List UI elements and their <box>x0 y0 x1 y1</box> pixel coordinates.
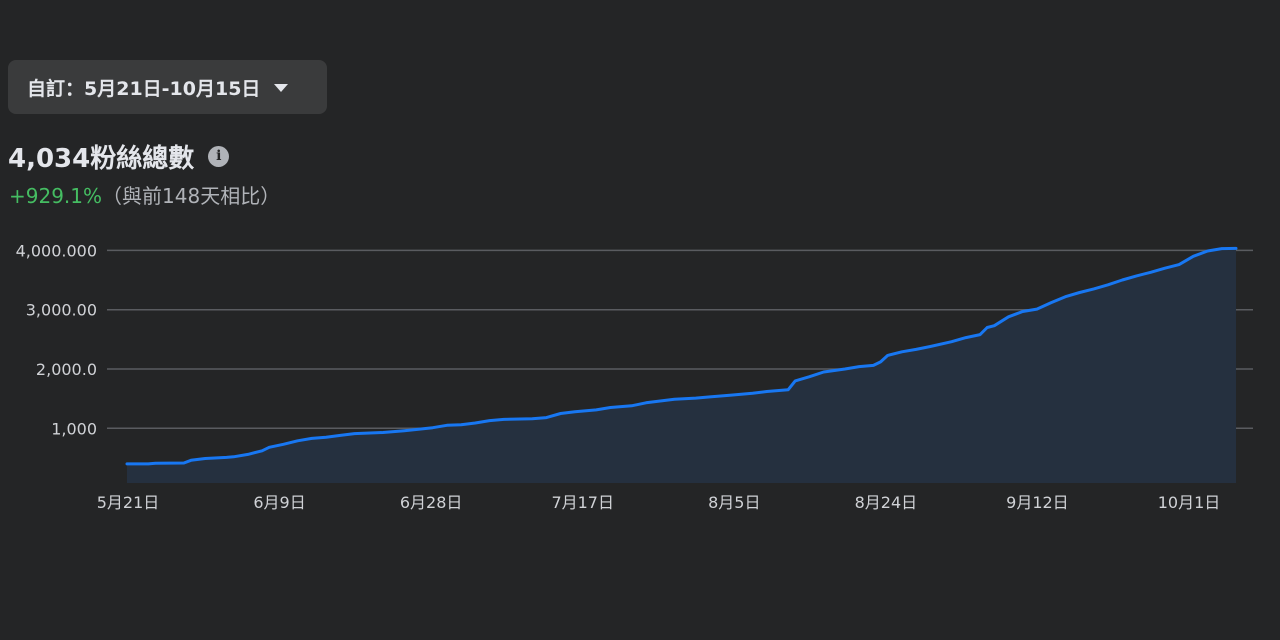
x-tick-label: 9月12日 <box>1006 493 1069 512</box>
x-tick-label: 7月17日 <box>551 493 614 512</box>
comparison-period: （與前148天相比） <box>102 184 281 208</box>
x-tick-label: 6月28日 <box>400 493 463 512</box>
x-tick-label: 6月9日 <box>253 493 305 512</box>
y-tick-label: 2,000.0 <box>36 360 97 379</box>
date-range-label: 自訂：5月21日-10月15日 <box>27 77 261 100</box>
x-tick-label: 8月24日 <box>855 493 918 512</box>
series-line <box>125 246 1238 466</box>
follower-total: 4,034粉絲總數 <box>8 144 195 174</box>
summary-headline: 4,034粉絲總數 i <box>8 138 230 175</box>
date-range-dropdown[interactable]: 自訂：5月21日-10月15日 <box>8 60 327 114</box>
x-tick-label: 10月1日 <box>1158 493 1221 512</box>
y-tick-label: 1,000 <box>51 419 97 438</box>
series-area <box>125 246 1238 483</box>
series-area-fill <box>127 248 1236 483</box>
y-tick-label: 4,000.000 <box>16 241 97 260</box>
x-tick-label: 8月5日 <box>708 493 760 512</box>
y-axis-ticks: 1,000 2,000.0 3,000.00 4,000.000 <box>16 241 97 438</box>
caret-down-icon <box>274 84 289 92</box>
x-tick-label: 5月21日 <box>97 493 160 512</box>
growth-summary: +929.1%（與前148天相比） <box>9 180 280 209</box>
y-tick-label: 3,000.00 <box>26 301 97 320</box>
info-icon[interactable]: i <box>208 146 230 167</box>
x-axis-ticks: 5月21日 6月9日 6月28日 7月17日 8月5日 8月24日 9月12日 10月1日 <box>97 493 1221 512</box>
growth-percent: +929.1% <box>9 184 103 208</box>
